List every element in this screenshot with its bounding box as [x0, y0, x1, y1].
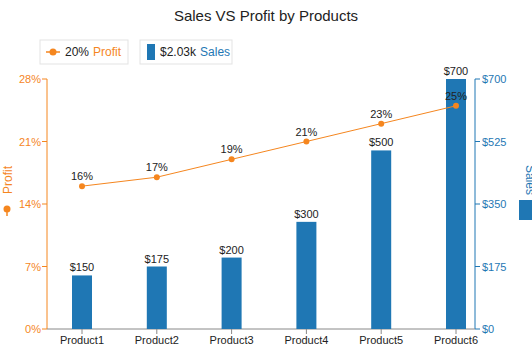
- data-labels: $150 $175 $200 $300 $500 $700 16% 17% 19% 21% 23% 2…: [70, 65, 468, 273]
- line-label: 16%: [71, 170, 93, 182]
- axis-title-symbol: [519, 200, 532, 220]
- line-marker: [154, 174, 160, 180]
- y2-tick-label: $700: [482, 73, 506, 85]
- y2-tick: [475, 329, 480, 330]
- title: Sales VS Profit by Products: [174, 7, 358, 24]
- legend-item: 20% Profit: [40, 40, 128, 64]
- y-tick-label: 7%: [25, 261, 41, 273]
- bar-label: $500: [369, 136, 393, 148]
- y2-tick-label: $525: [482, 136, 506, 148]
- x-axis-line: [47, 329, 475, 330]
- x-tick-label: Product1: [60, 334, 104, 346]
- legend-item: $2.03kSales: [140, 40, 232, 64]
- legend-symbol: [50, 49, 57, 56]
- bar-label: $300: [294, 208, 318, 220]
- y2-axis-title: Sales: [523, 165, 532, 195]
- bar-label: $175: [145, 253, 169, 265]
- y2-tick: [475, 141, 480, 142]
- profit-line: [82, 106, 456, 186]
- legend-box: [40, 40, 128, 64]
- x-tick-label: Product5: [359, 334, 403, 346]
- x-tick-label: Product3: [210, 334, 254, 346]
- y-tick: [42, 79, 47, 80]
- plot-area: [72, 79, 466, 329]
- bar: [147, 267, 167, 330]
- line-label: 21%: [295, 126, 317, 138]
- bar: [446, 79, 466, 329]
- line-marker: [303, 139, 309, 145]
- y2-tick-label: $0: [482, 323, 494, 335]
- x-tick-label: Product2: [135, 334, 179, 346]
- y2-tick: [475, 204, 480, 205]
- line-marker: [79, 183, 85, 189]
- legend-summary: 20%: [65, 45, 89, 59]
- line-marker: [453, 103, 459, 109]
- legend-symbol: [147, 44, 155, 60]
- line-label: 25%: [445, 90, 467, 102]
- y-tick: [42, 204, 47, 205]
- y-tick: [42, 141, 47, 142]
- line-label: 19%: [221, 143, 243, 155]
- line-label: 23%: [370, 108, 392, 120]
- bar: [296, 222, 316, 329]
- bar: [222, 258, 242, 329]
- y-tick: [42, 329, 47, 330]
- y2-tick: [475, 266, 480, 267]
- y-tick-label: 28%: [19, 73, 41, 85]
- y2-tick: [475, 79, 480, 80]
- x-tick-label: Product4: [284, 334, 328, 346]
- y2-tick-label: $175: [482, 261, 506, 273]
- bar-label: $150: [70, 261, 94, 273]
- bar: [371, 150, 391, 329]
- line-label: 17%: [146, 161, 168, 173]
- legend-label: Sales: [200, 45, 230, 59]
- legend-summary: $2.03k: [160, 45, 197, 59]
- y-tick-label: 21%: [19, 136, 41, 148]
- y-tick-label: 0%: [25, 323, 41, 335]
- axis-title-symbol: [4, 206, 11, 213]
- y-tick: [42, 266, 47, 267]
- y-tick-label: 14%: [19, 198, 41, 210]
- y2-tick-label: $350: [482, 198, 506, 210]
- legend-box: [140, 40, 232, 64]
- line-marker: [229, 156, 235, 162]
- y-axis-title: Profit: [1, 165, 15, 194]
- line-marker: [378, 121, 384, 127]
- bar-label: $700: [444, 65, 468, 77]
- bar-label: $200: [219, 244, 243, 256]
- legend-label: Profit: [93, 45, 122, 59]
- bar: [72, 275, 92, 329]
- x-tick-label: Product6: [434, 334, 478, 346]
